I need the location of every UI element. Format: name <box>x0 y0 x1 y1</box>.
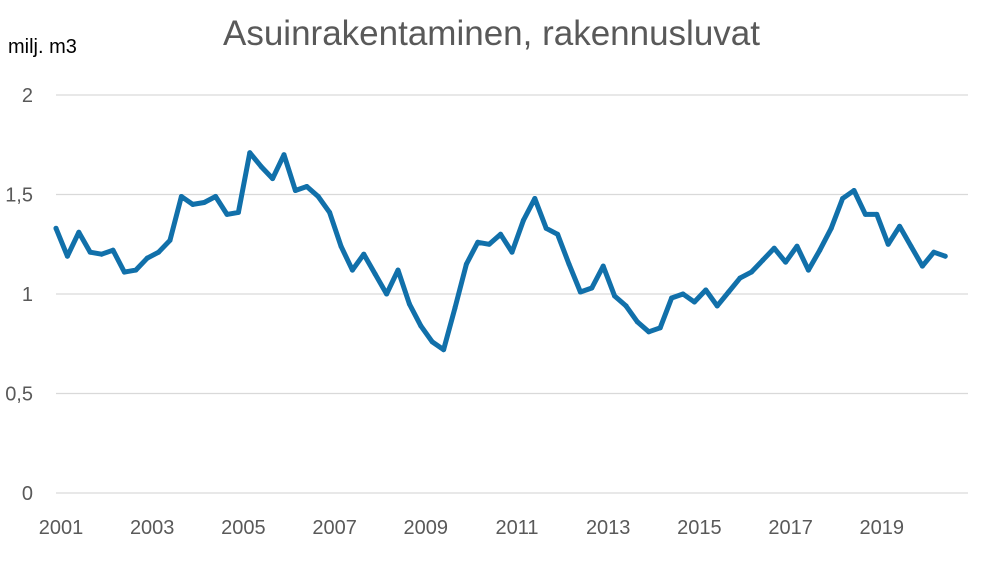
data-point <box>395 267 401 273</box>
data-point <box>361 251 367 257</box>
data-point <box>908 243 914 249</box>
x-tick-label: 2011 <box>495 517 538 539</box>
data-point <box>520 217 526 223</box>
data-point <box>931 249 937 255</box>
data-point <box>885 241 891 247</box>
x-tick-label: 2019 <box>860 517 905 539</box>
data-point <box>372 271 378 277</box>
data-point <box>338 243 344 249</box>
data-point <box>703 287 709 293</box>
data-point <box>144 255 150 261</box>
data-point <box>543 225 549 231</box>
data-point <box>919 263 925 269</box>
data-point <box>783 259 789 265</box>
data-point <box>270 176 276 182</box>
data-point <box>691 299 697 305</box>
data-point <box>429 339 435 345</box>
data-point <box>851 188 857 194</box>
data-point <box>224 211 230 217</box>
data-point <box>634 319 640 325</box>
data-point <box>817 247 823 253</box>
x-tick-label: 2013 <box>586 517 631 539</box>
y-tick-label: 1,5 <box>5 185 33 207</box>
data-point <box>281 152 287 158</box>
data-point <box>600 263 606 269</box>
data-point <box>794 243 800 249</box>
data-point <box>623 303 629 309</box>
data-point <box>235 209 241 215</box>
data-point <box>110 247 116 253</box>
data-point <box>805 267 811 273</box>
data-point <box>463 261 469 267</box>
data-point <box>292 188 298 194</box>
data-point <box>942 253 948 259</box>
data-point <box>475 239 481 245</box>
y-tick-label: 2 <box>22 85 33 107</box>
data-point <box>190 201 196 207</box>
data-point <box>247 150 253 156</box>
data-point <box>657 325 663 331</box>
data-point <box>498 231 504 237</box>
y-tick-label: 0 <box>22 483 33 505</box>
data-point <box>53 225 59 231</box>
data-point <box>87 249 93 255</box>
data-point <box>737 275 743 281</box>
data-point <box>178 193 184 199</box>
data-point <box>304 184 310 190</box>
data-point <box>862 211 868 217</box>
data-point <box>121 269 127 275</box>
data-point <box>201 199 207 205</box>
data-point <box>349 267 355 273</box>
data-point <box>874 211 880 217</box>
data-point <box>897 223 903 229</box>
data-point <box>258 164 264 170</box>
data-point <box>577 289 583 295</box>
x-tick-label: 2003 <box>130 517 175 539</box>
data-point <box>532 195 538 201</box>
data-point <box>748 269 754 275</box>
data-point <box>406 301 412 307</box>
data-point <box>555 231 561 237</box>
data-point <box>726 289 732 295</box>
chart-title: Asuinrakentaminen, rakennusluvat <box>223 14 760 53</box>
data-point <box>566 261 572 267</box>
data-point <box>64 253 70 259</box>
data-point <box>669 295 675 301</box>
y-tick-label: 0,5 <box>5 384 33 406</box>
series-line <box>53 150 948 353</box>
x-tick-label: 2015 <box>677 517 722 539</box>
data-point <box>167 237 173 243</box>
data-point <box>156 249 162 255</box>
y-tick-label: 1 <box>22 284 33 306</box>
data-point <box>213 193 219 199</box>
data-point <box>452 305 458 311</box>
data-point <box>315 193 321 199</box>
data-point <box>680 291 686 297</box>
data-point <box>76 229 82 235</box>
x-tick-label: 2009 <box>404 517 449 539</box>
data-point <box>771 245 777 251</box>
x-tick-label: 2001 <box>39 517 84 539</box>
data-point <box>589 285 595 291</box>
data-point <box>646 329 652 335</box>
data-point <box>327 209 333 215</box>
data-point <box>384 291 390 297</box>
data-point <box>418 323 424 329</box>
data-point <box>441 347 447 353</box>
data-point <box>840 195 846 201</box>
x-tick-label: 2017 <box>768 517 813 539</box>
data-point <box>486 241 492 247</box>
data-point <box>99 251 105 257</box>
data-point <box>509 249 515 255</box>
data-point <box>612 293 618 299</box>
x-tick-label: 2005 <box>221 517 266 539</box>
data-point <box>828 225 834 231</box>
y-axis-unit-label: milj. m3 <box>8 36 77 58</box>
x-tick-label: 2007 <box>312 517 357 539</box>
data-point <box>714 303 720 309</box>
data-point <box>760 257 766 263</box>
data-point <box>133 267 139 273</box>
